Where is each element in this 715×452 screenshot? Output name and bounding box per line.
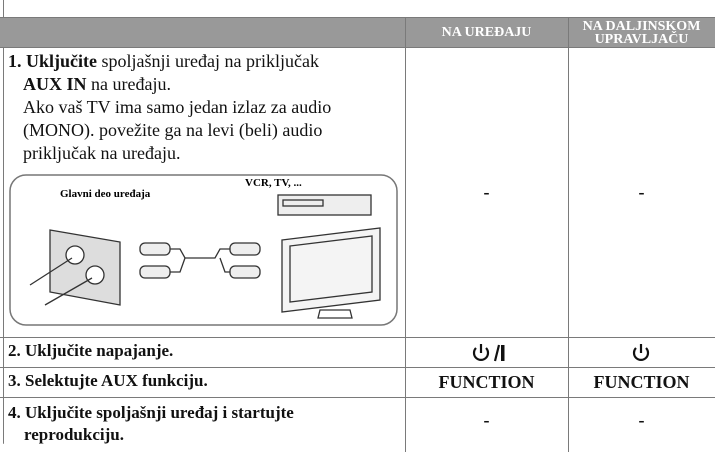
unit-action: - <box>483 182 490 202</box>
note: Ako vaš TV ima samo jedan izlaz za audio <box>23 97 332 117</box>
remote-action: - <box>638 182 645 202</box>
port: AUX IN <box>23 74 87 94</box>
header: NA UREĐAJU <box>441 25 532 40</box>
header-row <box>0 18 715 47</box>
header: NA DALJINSKOM UPRAVLJAČU <box>582 18 701 47</box>
remote-action: FUNCTION <box>593 372 690 392</box>
illustration: Glavni deo uređaja VCR, TV, ... <box>9 174 398 326</box>
step-line: reprodukciju. <box>24 425 124 444</box>
power-icon <box>472 344 505 362</box>
step-4: 4. Uključite spoljašnji uređaj i startuj… <box>8 402 294 446</box>
col-rule <box>568 17 569 452</box>
step-text: spoljašnji uređaj na priključak <box>101 51 319 71</box>
step-2: 2. Uključite napajanje. <box>8 341 174 360</box>
step-3: 3. Selektujte AUX funkciju. <box>8 371 208 390</box>
remote-action: - <box>638 409 645 430</box>
step-label: 1. Uključite <box>8 51 97 71</box>
step-text: na uređaju. <box>91 74 171 94</box>
figure-label: VCR, TV, ... <box>245 177 302 189</box>
rule <box>0 337 715 338</box>
unit-action: - <box>483 409 490 430</box>
power-icon <box>632 344 650 361</box>
left-border <box>3 0 4 444</box>
note: (MONO). povežite ga na levi (beli) audio <box>23 120 323 140</box>
rule <box>0 17 715 18</box>
unit-action: FUNCTION <box>438 372 535 392</box>
step-1: 1. Uključite spoljašnji uređaj na priklj… <box>8 50 403 165</box>
rule <box>0 397 715 398</box>
step-line: 4. Uključite spoljašnji uređaj i startuj… <box>8 403 294 422</box>
rule <box>0 367 715 368</box>
rule <box>0 47 715 48</box>
col-rule <box>405 17 406 452</box>
note: priključak na uređaju. <box>23 143 181 163</box>
figure-label: Glavni deo uređaja <box>60 188 151 200</box>
